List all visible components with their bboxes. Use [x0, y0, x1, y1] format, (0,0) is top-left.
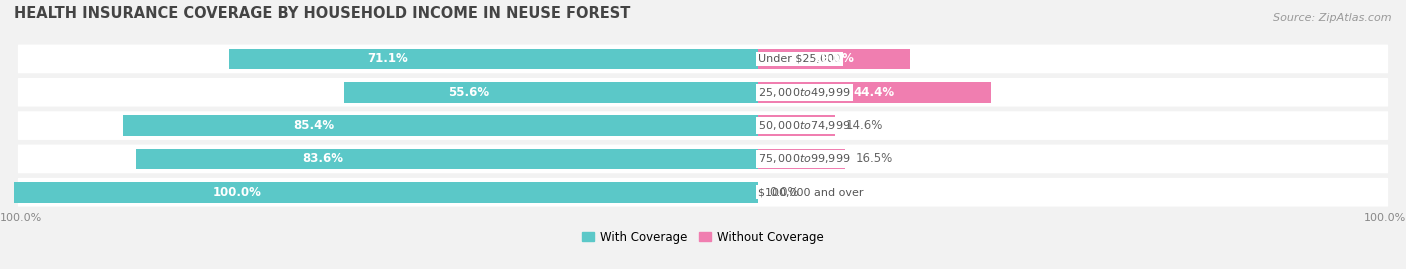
FancyBboxPatch shape — [18, 145, 1388, 173]
FancyBboxPatch shape — [18, 78, 1388, 107]
Text: 14.6%: 14.6% — [845, 119, 883, 132]
Text: 44.4%: 44.4% — [853, 86, 894, 99]
Text: $50,000 to $74,999: $50,000 to $74,999 — [758, 119, 851, 132]
Bar — [229, 49, 758, 69]
Text: 55.6%: 55.6% — [449, 86, 489, 99]
Text: 29.0%: 29.0% — [814, 52, 855, 65]
Text: 85.4%: 85.4% — [292, 119, 333, 132]
Text: 16.5%: 16.5% — [855, 153, 893, 165]
Text: $75,000 to $99,999: $75,000 to $99,999 — [758, 153, 851, 165]
FancyBboxPatch shape — [18, 45, 1388, 73]
Text: HEALTH INSURANCE COVERAGE BY HOUSEHOLD INCOME IN NEUSE FOREST: HEALTH INSURANCE COVERAGE BY HOUSEHOLD I… — [14, 6, 630, 21]
Bar — [758, 148, 845, 169]
Text: Under $25,000: Under $25,000 — [758, 54, 841, 64]
Text: 100.0%: 100.0% — [0, 213, 42, 223]
Text: $25,000 to $49,999: $25,000 to $49,999 — [758, 86, 851, 99]
Text: 71.1%: 71.1% — [367, 52, 408, 65]
FancyBboxPatch shape — [18, 178, 1388, 207]
Bar — [136, 148, 758, 169]
Bar — [758, 49, 910, 69]
Text: 83.6%: 83.6% — [302, 153, 343, 165]
Bar — [758, 82, 991, 102]
Bar — [122, 115, 758, 136]
Bar — [14, 182, 758, 203]
Text: Source: ZipAtlas.com: Source: ZipAtlas.com — [1274, 13, 1392, 23]
Bar — [344, 82, 758, 102]
Legend: With Coverage, Without Coverage: With Coverage, Without Coverage — [578, 226, 828, 249]
Text: 100.0%: 100.0% — [1364, 213, 1406, 223]
Bar — [758, 115, 835, 136]
Text: 0.0%: 0.0% — [769, 186, 799, 199]
FancyBboxPatch shape — [18, 111, 1388, 140]
Text: 100.0%: 100.0% — [212, 186, 262, 199]
Text: $100,000 and over: $100,000 and over — [758, 187, 863, 197]
